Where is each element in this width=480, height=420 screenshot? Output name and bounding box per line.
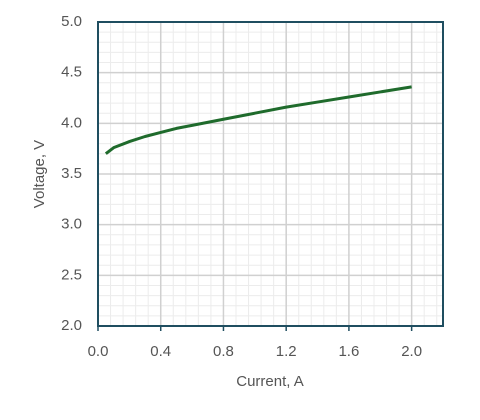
y-axis-title: Voltage, V <box>31 140 48 208</box>
data-line <box>104 85 412 155</box>
x-tick-label: 1.2 <box>276 343 297 360</box>
y-tick-label: 2.0 <box>61 317 82 334</box>
y-tick-label: 5.0 <box>61 13 82 30</box>
x-axis-title: Current, A <box>236 373 304 390</box>
y-tick-label: 4.5 <box>61 64 82 81</box>
x-tick-label: 0.4 <box>150 343 171 360</box>
x-tick-label: 0.0 <box>88 343 109 360</box>
y-tick-label: 3.5 <box>61 165 82 182</box>
x-tick-label: 0.8 <box>213 343 234 360</box>
x-tick-label: 2.0 <box>401 343 422 360</box>
x-tick-label: 1.6 <box>338 343 359 360</box>
y-tick-label: 3.0 <box>61 216 82 233</box>
plot-frame <box>97 21 444 327</box>
y-tick-label: 2.5 <box>61 266 82 283</box>
y-tick-label: 4.0 <box>61 114 82 131</box>
